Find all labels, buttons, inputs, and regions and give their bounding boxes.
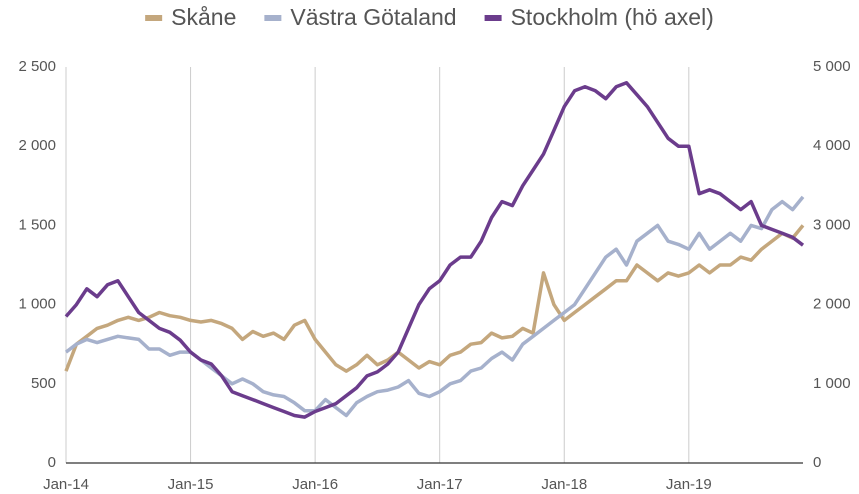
legend-label: Västra Götaland	[290, 4, 456, 30]
y2-tick-label: 4 000	[813, 137, 851, 154]
y2-tick-label: 2 000	[813, 296, 851, 313]
series-line	[64, 195, 805, 418]
y-tick-label: 2 000	[18, 137, 56, 154]
y-tick-label: 1 000	[18, 296, 56, 313]
legend: Skåne Västra Götaland Stockholm (hö axel)	[145, 4, 714, 30]
y-tick-label: 0	[48, 454, 56, 471]
x-tick-label: Jan-19	[666, 476, 712, 493]
legend-swatch	[145, 15, 163, 21]
legend-swatch	[264, 15, 282, 21]
legend-swatch	[484, 15, 502, 21]
x-tick-label: Jan-16	[292, 476, 338, 493]
x-tick-label: Jan-14	[43, 476, 89, 493]
y2-tick-label: 1 000	[813, 375, 851, 392]
x-tick-label: Jan-15	[168, 476, 214, 493]
legend-label: Skåne	[171, 4, 236, 30]
series-line	[64, 81, 805, 419]
y-tick-label: 500	[31, 375, 56, 392]
y2-tick-label: 5 000	[813, 58, 851, 75]
y2-tick-label: 0	[813, 454, 821, 471]
y-tick-label: 1 500	[18, 216, 56, 233]
x-tick-label: Jan-17	[417, 476, 463, 493]
series-line	[64, 224, 805, 373]
y-tick-label: 2 500	[18, 58, 56, 75]
y2-tick-label: 3 000	[813, 216, 851, 233]
x-tick-label: Jan-18	[541, 476, 587, 493]
legend-label: Stockholm (hö axel)	[511, 4, 714, 30]
